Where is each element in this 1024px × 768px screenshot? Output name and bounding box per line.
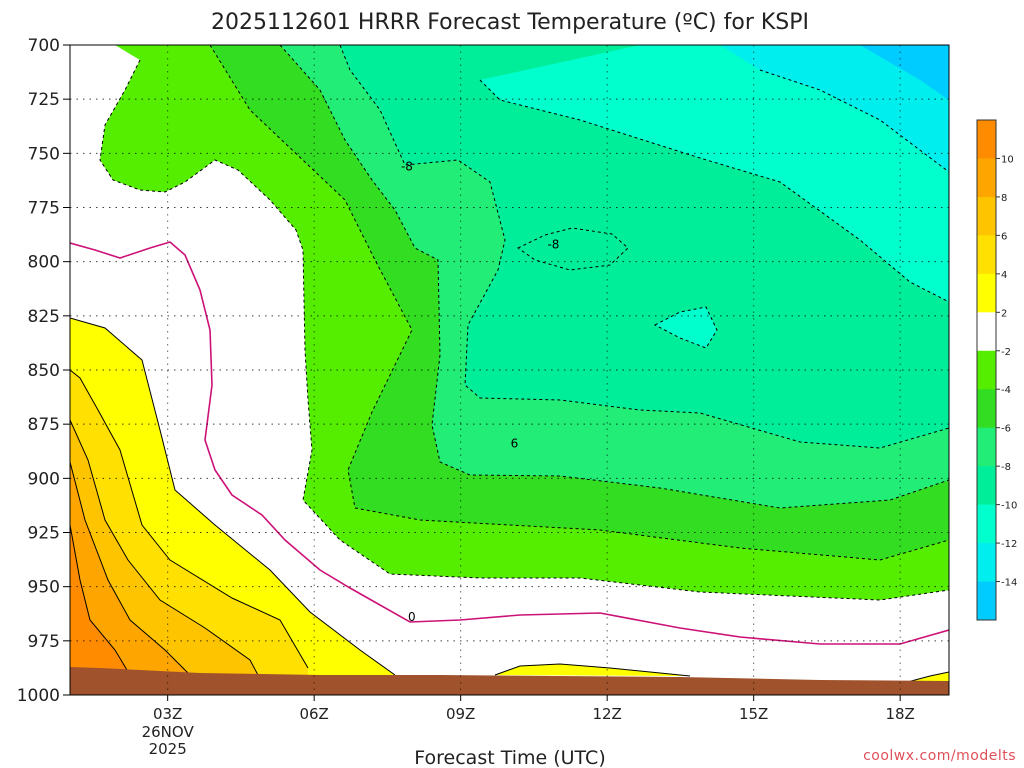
y-tick-label: 975: [28, 632, 60, 652]
fill-minus-12: [480, 45, 949, 302]
colorbar-swatch: [977, 120, 996, 159]
colorbar-swatch: [977, 543, 996, 582]
colorbar-label: 4: [1001, 270, 1007, 281]
colorbar-label: -6: [1001, 424, 1011, 435]
chart-title: 2025112601 HRRR Forecast Temperature (ºC…: [211, 10, 809, 35]
x-tick-label: 18Z: [885, 705, 914, 723]
colorbar-label: -10: [1001, 501, 1017, 512]
colorbar-label: -2: [1001, 347, 1011, 358]
colorbar-swatch: [977, 273, 996, 313]
fill-surface-warm: [495, 664, 690, 676]
x-axis-label: Forecast Time (UTC): [414, 747, 605, 768]
contour-label: -8: [401, 159, 413, 173]
colorbar-frame: [976, 119, 997, 621]
colorbar-swatch: [977, 427, 996, 467]
colorbar-label: 8: [1001, 193, 1007, 204]
colorbar-label: -4: [1001, 385, 1011, 396]
fill-plus-8: [70, 462, 190, 675]
colorbar-label: 10: [1001, 154, 1014, 165]
fill-minus-14: [720, 45, 949, 172]
credit-text: coolwx.com/modelts: [863, 748, 1016, 764]
y-axis: 700 725 750 775 800 825 850 875 900 925 950 975 1000: [17, 36, 70, 706]
contour-labels: -8 -8 6 0: [401, 159, 559, 624]
x-date-label: 26NOV: [142, 723, 195, 741]
colorbar-swatch: [977, 466, 996, 505]
fill-minus-16: [860, 45, 949, 100]
colorbar-label: -12: [1001, 539, 1017, 550]
y-tick-label: 825: [28, 307, 60, 327]
y-tick-label: 750: [28, 144, 60, 164]
grid-lines: [70, 45, 949, 695]
colorbar-swatch: [977, 312, 996, 352]
y-tick-label: 850: [28, 361, 60, 381]
x-tick-label: 03Z: [153, 705, 182, 723]
y-tick-label: 800: [28, 253, 60, 273]
y-tick-label: 1000: [17, 686, 60, 706]
colorbar-swatch: [977, 389, 996, 428]
x-tick-label: 06Z: [299, 705, 328, 723]
x-tick-label: 09Z: [446, 705, 475, 723]
fill-isolated-minus-12: [655, 307, 717, 348]
colorbar-swatch: [977, 581, 996, 621]
y-tick-label: 775: [28, 199, 60, 219]
contour-lines: [70, 45, 949, 685]
colorbar-swatch: [977, 196, 996, 236]
colorbar-label: -14: [1001, 578, 1017, 589]
colorbar-label: -8: [1001, 462, 1011, 473]
y-tick-label: 725: [28, 90, 60, 110]
y-tick-label: 875: [28, 415, 60, 435]
x-date-label: 2025: [149, 740, 187, 758]
colorbar-label: 2: [1001, 308, 1007, 319]
x-tick-label: 12Z: [592, 705, 621, 723]
contour-label: 0: [408, 610, 416, 624]
colorbar-label: 6: [1001, 231, 1007, 242]
y-tick-label: 700: [28, 36, 60, 56]
plot-area: -8 -8 6 0: [70, 45, 949, 695]
colorbar-swatch: [977, 235, 996, 275]
colorbar-swatch: [977, 504, 996, 544]
contour-label: -8: [547, 237, 559, 251]
colorbar: 10 8 6 4 2 -2 -4 -6 -8 -10 -12 -14: [976, 119, 1017, 621]
y-tick-label: 925: [28, 524, 60, 544]
x-tick-label: 15Z: [739, 705, 768, 723]
y-tick-label: 900: [28, 469, 60, 489]
terrain: [70, 667, 949, 695]
contour-label: 6: [511, 437, 519, 451]
colorbar-swatch: [977, 158, 996, 198]
y-tick-label: 950: [28, 578, 60, 598]
colorbar-swatch: [977, 350, 996, 390]
freezing-lines: [70, 241, 949, 645]
fill-plus-10: [70, 525, 130, 675]
